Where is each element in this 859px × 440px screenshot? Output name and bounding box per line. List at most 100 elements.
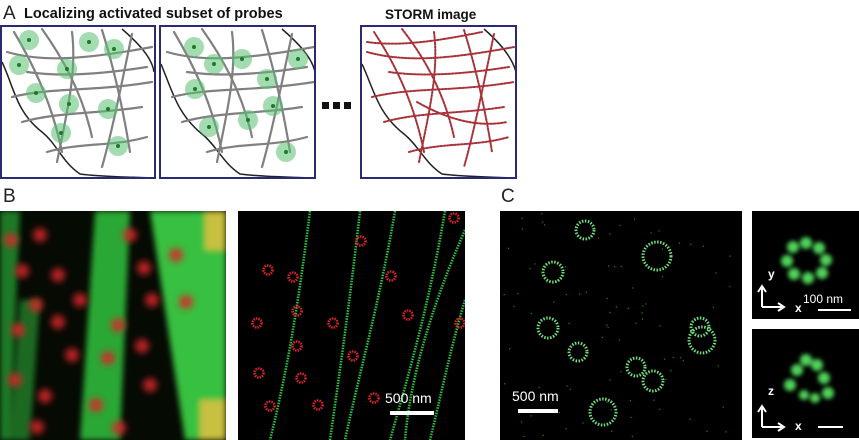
ring-structure [641,369,665,393]
ring-structure [541,260,565,284]
scale-bar-inset-2 [818,426,843,428]
red-spot [145,293,159,307]
scale-bar-inset [818,309,851,311]
red-ring [402,309,414,321]
speckle [642,305,644,307]
panel-b-letter: B [3,186,16,207]
red-spot [169,248,183,262]
red-ring [264,400,276,412]
dot [333,102,340,109]
inset-xz-drawing [752,329,859,438]
red-spot [137,261,151,275]
red-ring [291,340,303,352]
scale-bar-b [390,411,434,415]
speckle [546,281,548,283]
speckle [541,213,543,215]
red-ring [295,372,307,384]
speckle [706,430,708,433]
speckle [729,255,731,257]
storm-frame [360,25,517,179]
speckle [659,408,661,410]
speckle [556,279,559,281]
ring-structure [588,397,618,427]
inset-xy-image [752,211,859,319]
red-spot [30,420,44,434]
storm-2color-image [238,211,465,440]
probe-frame-1-drawing [2,27,154,177]
red-ring [312,399,324,411]
speckle [717,365,719,367]
speckle [585,291,587,293]
speckle [653,399,655,401]
speckle [629,399,632,402]
speckle [503,293,505,296]
speckle-noise [503,213,731,438]
probe-center [192,45,196,49]
red-ring [327,317,339,329]
panel-a-letter: A [3,3,16,24]
speckle [725,431,727,433]
speckle [609,379,611,381]
red-spot [15,264,29,278]
speckle [556,399,558,402]
red-spot [8,373,22,387]
speckle [542,434,544,436]
speckle [606,401,608,403]
probe-center [193,87,197,91]
speckle [521,228,523,230]
speckle [507,247,510,249]
red-spot [65,348,79,362]
probe-center [17,63,21,67]
inset-top-axis-x: x [795,301,802,315]
storm-ring-drawing [500,211,742,440]
speckle [679,357,682,359]
probes-layer-1 [9,30,128,156]
red-ring [454,317,465,329]
probe-center [87,40,91,44]
ring-structure [625,356,647,378]
speckle [553,301,555,303]
speckle [513,305,515,307]
inset-bottom-axis-z: z [768,384,774,398]
scale-bar-c [518,409,558,413]
speckle [538,386,540,389]
speckle [609,233,611,235]
speckle [619,224,621,226]
speckle [606,297,608,300]
red-ring [253,367,265,379]
probe-frame-1 [0,25,156,179]
speckle [641,318,644,320]
red-ring [291,305,303,317]
speckle [630,416,632,419]
probe-center [59,131,63,135]
speckle [632,287,634,289]
speckle [715,272,717,274]
red-spot [135,339,149,353]
probe-center [265,77,269,81]
speckle [633,218,636,220]
speckle [608,265,610,267]
red-spot [29,298,43,312]
speckle [543,224,546,226]
storm-frame-drawing [362,28,515,177]
speckle [689,418,691,421]
probe-center [27,38,31,42]
speckle [627,307,629,310]
speckle [664,358,666,360]
probes-layer-2 [184,37,308,162]
speckle [722,406,724,408]
red-ring [251,317,263,329]
inset-xz-image [752,329,859,438]
speckle [530,415,532,417]
speckle [568,322,570,325]
speckle [520,421,523,423]
red-spot [73,293,87,307]
red-spots-right [251,212,465,412]
probe-center [271,104,275,108]
speckle [523,435,525,438]
speckle [620,265,622,268]
speckle [678,242,681,244]
ring-structure [689,316,711,338]
widefield-drawing [0,211,226,440]
widefield-image [0,211,226,440]
